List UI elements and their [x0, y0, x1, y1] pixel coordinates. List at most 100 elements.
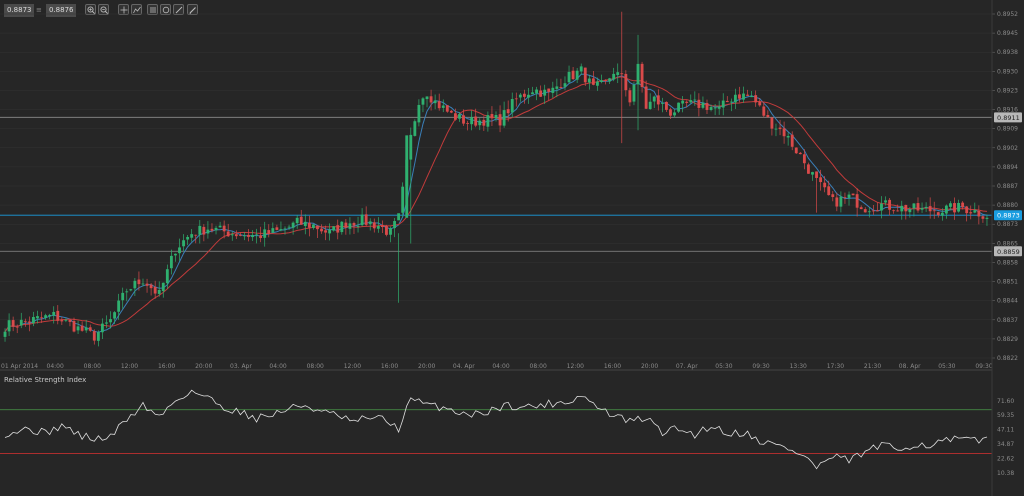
- bull-candle: [709, 107, 713, 110]
- bull-candle: [303, 221, 307, 227]
- rsi-tick-label: 22.62: [997, 456, 1014, 463]
- price-tick-label: 0.8909: [997, 126, 1018, 133]
- bear-candle: [819, 177, 823, 183]
- bull-candle: [48, 314, 52, 317]
- time-tick-label: 12:00: [121, 363, 138, 370]
- bull-candle: [52, 311, 56, 316]
- bull-candle: [689, 100, 693, 103]
- bear-candle: [620, 73, 624, 75]
- time-tick-label: 04. Apr: [453, 363, 475, 370]
- bull-candle: [811, 172, 814, 175]
- bull-candle: [441, 105, 445, 108]
- bull-candle: [19, 319, 23, 326]
- bull-candle: [279, 229, 283, 231]
- rsi-tick-label: 47.11: [997, 427, 1014, 434]
- bear-candle: [437, 101, 441, 109]
- rsi-title: Relative Strength Index: [4, 376, 86, 384]
- time-tick-label: 20:00: [418, 363, 435, 370]
- level-price-label: 0.8859: [997, 248, 1020, 256]
- rsi-tick-label: 71.60: [997, 398, 1014, 405]
- crosshair-icon[interactable]: [118, 4, 129, 15]
- time-tick-label: 08:00: [530, 363, 547, 370]
- bull-candle: [867, 211, 871, 213]
- bear-candle: [571, 70, 575, 80]
- bull-candle: [673, 112, 676, 116]
- bear-candle: [685, 101, 689, 103]
- bear-candle: [482, 119, 486, 126]
- bull-candle: [121, 292, 125, 301]
- bear-candle: [210, 228, 214, 231]
- bear-candle: [843, 197, 847, 199]
- time-tick-label: 09:30: [975, 363, 992, 370]
- bull-candle: [527, 94, 530, 98]
- zoom-in-icon[interactable]: [85, 4, 96, 15]
- bull-candle: [721, 100, 725, 108]
- time-tick-label: 05:30: [715, 363, 732, 370]
- bear-candle: [815, 171, 818, 178]
- time-tick-label: 20:00: [641, 363, 658, 370]
- price-tick-label: 0.8865: [997, 240, 1018, 247]
- draw-icon[interactable]: [160, 4, 171, 15]
- rsi-line: [4, 389, 988, 470]
- bull-candle: [397, 213, 401, 221]
- bull-candle: [478, 120, 482, 126]
- level-price-label: 0.8873: [997, 212, 1020, 220]
- bear-candle: [823, 182, 827, 188]
- bear-candle: [892, 210, 896, 212]
- bull-candle: [575, 70, 579, 80]
- bull-candle: [287, 226, 291, 228]
- price-tick-label: 0.8822: [997, 355, 1018, 362]
- rsi-tick-label: 10.38: [997, 470, 1014, 477]
- bull-candle: [660, 103, 664, 104]
- bear-candle: [644, 86, 648, 109]
- bear-candle: [222, 225, 226, 232]
- bear-candle: [936, 212, 940, 216]
- bear-candle: [794, 147, 798, 154]
- bull-candle: [328, 229, 332, 234]
- bear-candle: [316, 225, 319, 230]
- bull-candle: [348, 223, 352, 229]
- bear-candle: [591, 78, 595, 85]
- bear-candle: [429, 96, 433, 103]
- bull-candle: [786, 135, 790, 138]
- bull-candle: [839, 196, 843, 207]
- price-tick-label: 0.8952: [997, 11, 1018, 18]
- bull-candle: [174, 253, 177, 256]
- bull-candle: [169, 255, 173, 269]
- bear-candle: [364, 214, 368, 225]
- bear-candle: [336, 225, 340, 233]
- line-tool-icon[interactable]: [173, 4, 184, 15]
- bear-candle: [628, 90, 632, 103]
- bull-candle: [230, 234, 234, 236]
- bull-candle: [636, 63, 640, 85]
- bear-candle: [372, 222, 376, 229]
- bear-candle: [23, 320, 27, 322]
- bear-candle: [202, 226, 206, 235]
- bull-candle: [531, 92, 534, 95]
- bull-candle: [255, 234, 259, 236]
- bull-candle: [3, 331, 7, 337]
- indicators-icon[interactable]: [131, 4, 142, 15]
- bull-candle: [677, 102, 681, 112]
- zoom-out-icon[interactable]: [98, 4, 109, 15]
- bull-candle: [421, 98, 425, 105]
- bear-candle: [932, 210, 936, 212]
- bear-candle: [802, 154, 806, 164]
- bull-candle: [413, 121, 417, 136]
- objects-icon[interactable]: [147, 4, 158, 15]
- chart-toolbar: 0.8873 ≡ 0.8876: [0, 0, 220, 22]
- bear-candle: [961, 202, 965, 208]
- rsi-pane: [0, 389, 992, 470]
- bull-candle: [206, 229, 210, 234]
- time-tick-label: 08. Apr: [899, 363, 921, 370]
- time-tick-label: 16:00: [604, 363, 621, 370]
- bear-candle: [92, 331, 96, 341]
- bear-candle: [705, 103, 709, 110]
- bear-candle: [640, 63, 644, 88]
- bull-candle: [36, 316, 39, 319]
- bull-candle: [389, 228, 392, 235]
- bull-candle: [332, 226, 336, 231]
- pencil-icon[interactable]: [187, 4, 198, 15]
- bull-candle: [648, 101, 652, 110]
